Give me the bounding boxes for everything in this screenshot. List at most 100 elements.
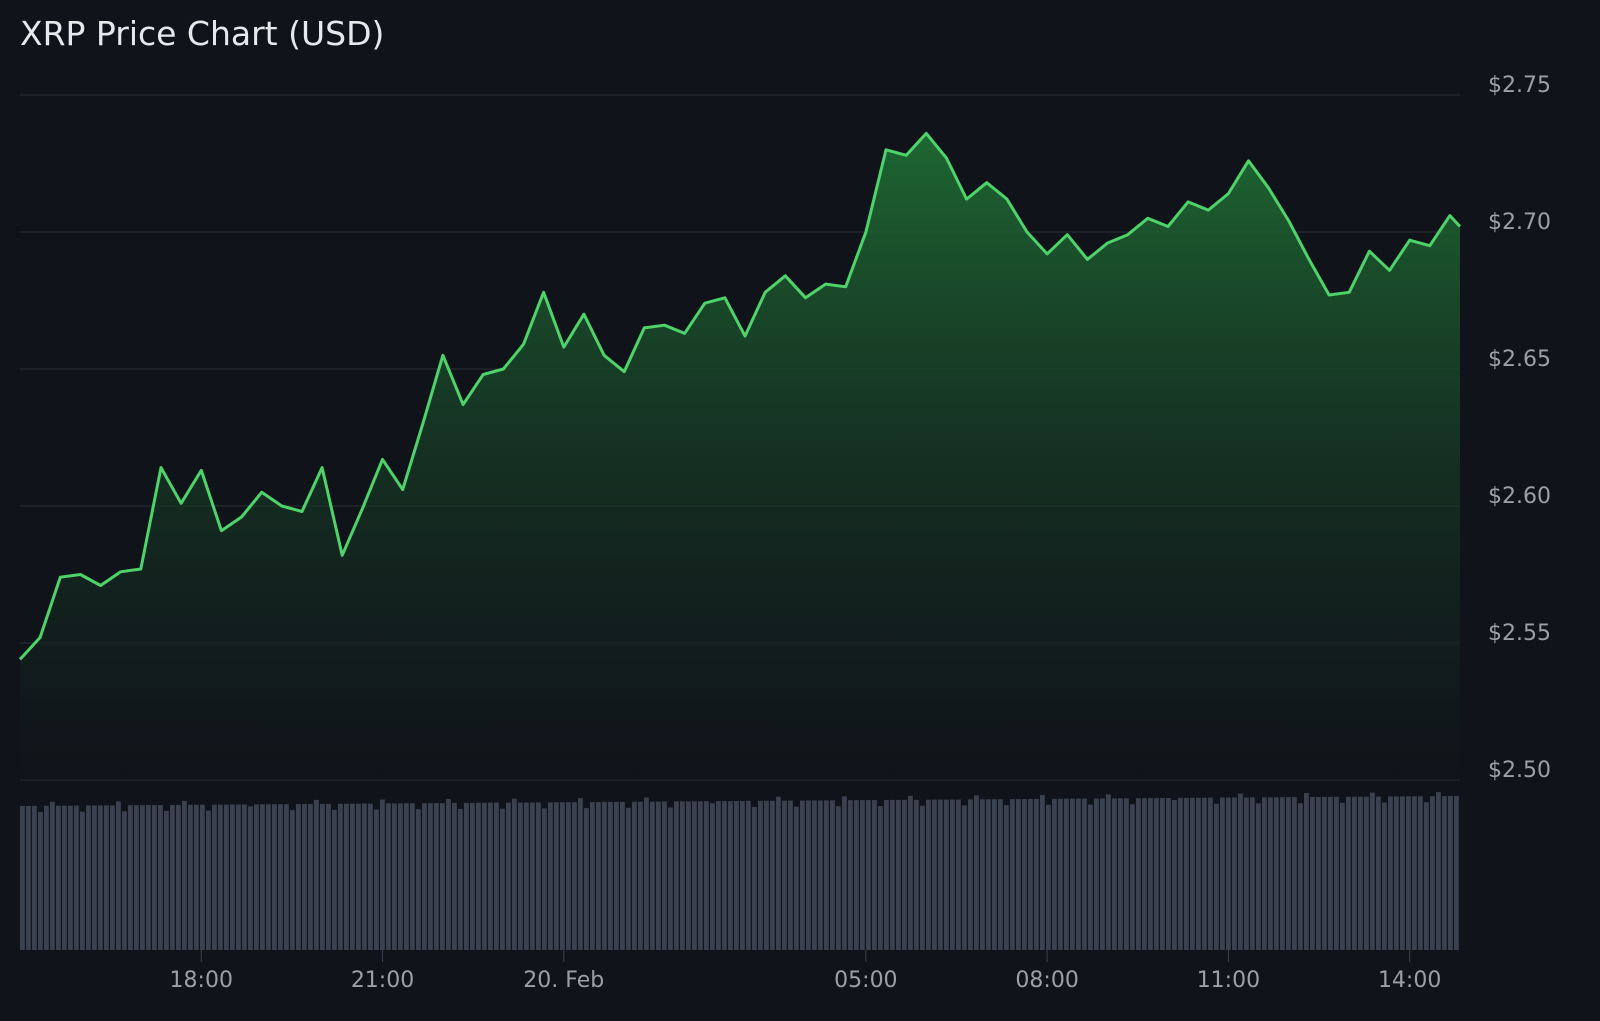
price-point	[200, 469, 202, 471]
price-point	[1268, 187, 1270, 189]
volume-bar	[470, 802, 475, 950]
price-point	[422, 423, 424, 425]
volume-bar	[572, 802, 577, 950]
volume-bar	[1070, 798, 1075, 950]
price-point	[321, 467, 323, 469]
price-point	[1006, 198, 1008, 200]
price-point	[140, 568, 142, 570]
volume-bar	[134, 805, 139, 950]
volume-bar	[1076, 798, 1081, 950]
price-point	[59, 576, 61, 578]
volume-bar	[674, 801, 679, 950]
volume-bar	[446, 799, 451, 950]
volume-bar	[158, 805, 163, 950]
volume-bar	[626, 807, 631, 950]
volume-bar	[896, 799, 901, 950]
volume-bar	[608, 801, 613, 950]
volume-bar	[170, 805, 175, 950]
volume-bar	[914, 799, 919, 950]
volume-bar	[1106, 794, 1111, 950]
volume-bar	[548, 802, 553, 950]
volume-bar	[500, 808, 505, 950]
price-point	[462, 404, 464, 406]
volume-bar	[1394, 796, 1399, 950]
price-area-fill	[20, 133, 1460, 780]
volume-bar	[524, 802, 529, 950]
volume-bar	[1028, 799, 1033, 950]
price-point	[261, 491, 263, 493]
volume-bar	[668, 807, 673, 950]
volume-bar	[1382, 802, 1387, 950]
price-point	[241, 516, 243, 518]
volume-bar	[98, 805, 103, 950]
price-point	[583, 313, 585, 315]
volume-bar	[326, 803, 331, 950]
volume-bar	[1364, 796, 1369, 950]
volume-bar	[1298, 803, 1303, 950]
volume-bar	[770, 800, 775, 950]
volume-bar	[308, 804, 313, 950]
volume-bar	[758, 800, 763, 950]
volume-bar	[212, 804, 217, 950]
price-point	[382, 458, 384, 460]
volume-bar	[1268, 797, 1273, 950]
volume-bar	[1430, 796, 1435, 950]
price-point	[865, 231, 867, 233]
y-tick-label: $2.50	[1488, 758, 1551, 783]
volume-bar	[1184, 797, 1189, 950]
volume-bar	[1280, 797, 1285, 950]
volume-bar	[728, 801, 733, 950]
price-point	[623, 371, 625, 373]
volume-bar	[1034, 798, 1039, 950]
volume-bar	[908, 795, 913, 950]
volume-bar	[1202, 797, 1207, 950]
volume-bar	[902, 799, 907, 950]
price-point	[845, 286, 847, 288]
volume-bar	[116, 801, 121, 950]
volume-bar	[716, 801, 721, 950]
volume-bar	[62, 805, 67, 950]
price-point	[341, 554, 343, 556]
price-point	[442, 354, 444, 356]
price-point	[966, 198, 968, 200]
volume-bar	[176, 804, 181, 950]
volume-bar	[1238, 793, 1243, 950]
x-tick-label: 11:00	[1197, 968, 1260, 993]
volume-bar	[1226, 797, 1231, 950]
volume-bar	[1370, 792, 1375, 950]
price-point	[19, 658, 21, 660]
volume-bar	[1172, 800, 1177, 950]
volume-bar	[80, 811, 85, 950]
volume-bar	[464, 802, 469, 950]
price-point	[482, 374, 484, 376]
volume-bar	[410, 803, 415, 950]
volume-bar	[824, 800, 829, 950]
volume-bar	[1286, 797, 1291, 950]
price-point	[885, 149, 887, 151]
volume-bar	[188, 804, 193, 950]
volume-bar	[1316, 797, 1321, 950]
volume-bar	[206, 810, 211, 950]
volume-bar	[272, 804, 277, 950]
volume-bar	[1244, 797, 1249, 950]
volume-bar	[656, 801, 661, 950]
price-point	[100, 585, 102, 587]
volume-bar	[1334, 796, 1339, 950]
y-tick-label: $2.60	[1488, 484, 1551, 509]
price-point	[1086, 258, 1088, 260]
volume-bar	[842, 796, 847, 950]
volume-bar	[614, 801, 619, 950]
volume-bar	[236, 804, 241, 950]
price-point	[1127, 234, 1129, 236]
volume-bar	[1424, 802, 1429, 950]
volume-bar	[476, 802, 481, 950]
volume-bar	[686, 801, 691, 950]
price-point	[905, 154, 907, 156]
price-point	[301, 511, 303, 513]
volume-bar	[932, 799, 937, 950]
volume-bar	[1196, 797, 1201, 950]
price-point	[684, 332, 686, 334]
volume-bar	[788, 800, 793, 950]
volume-bar	[452, 803, 457, 950]
price-point	[1107, 242, 1109, 244]
